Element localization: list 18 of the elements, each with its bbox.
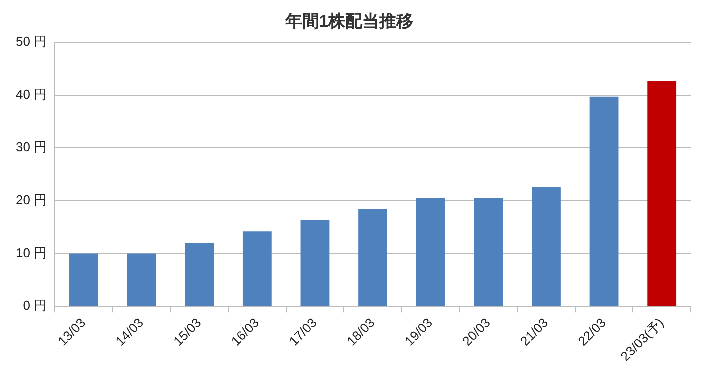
- bar: [590, 96, 619, 306]
- bar: [185, 243, 214, 306]
- bar: [70, 254, 98, 306]
- bar: [474, 198, 504, 306]
- y-tick-label: 0 円: [23, 298, 48, 314]
- bar: [300, 220, 330, 306]
- bar: [532, 187, 561, 306]
- y-tick-label: 50 円: [16, 34, 48, 49]
- bar: [242, 232, 272, 306]
- y-tick-label: 30 円: [16, 140, 48, 155]
- bar: [416, 198, 446, 306]
- y-tick-label: 20 円: [16, 192, 48, 208]
- bar: [358, 209, 388, 306]
- chart-title: 年間1株配当推移: [284, 12, 414, 31]
- y-tick-label: 10 円: [16, 245, 48, 260]
- y-tick-label: 40 円: [16, 86, 48, 102]
- bar: [648, 82, 677, 306]
- bar: [127, 254, 156, 306]
